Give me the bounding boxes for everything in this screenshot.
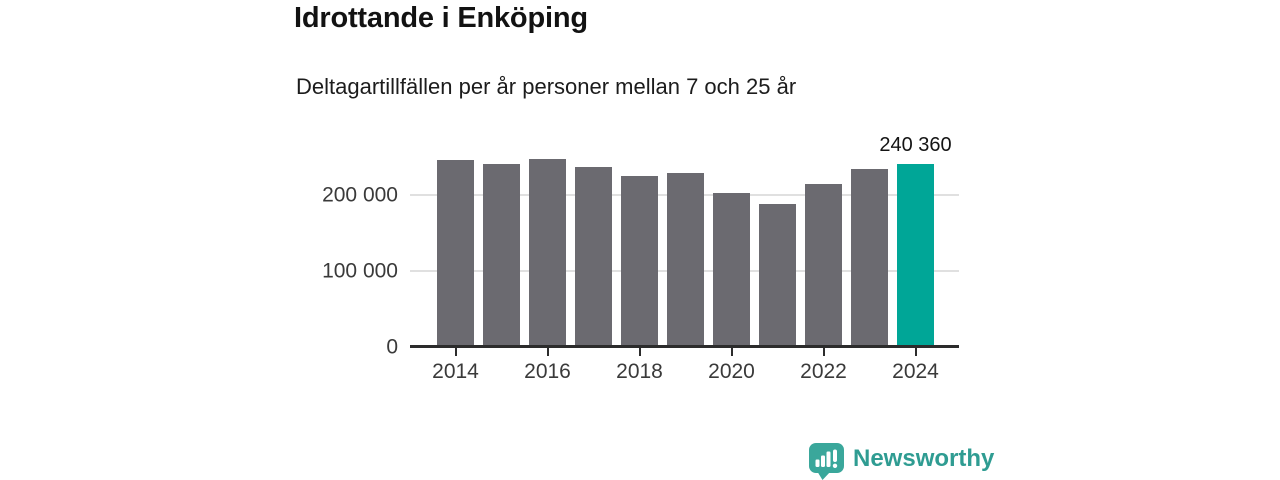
bar-2023: [851, 169, 888, 347]
bar-2018: [621, 176, 658, 347]
y-axis-label: 0: [386, 335, 398, 359]
bar-2020: [713, 193, 750, 347]
newsworthy-logo: Newsworthy: [808, 442, 994, 480]
bar-chart-speech-bubble-icon: [809, 443, 844, 480]
x-axis-tick-2022: [822, 348, 825, 356]
bar-2014: [437, 160, 474, 347]
x-axis-label: 2024: [892, 360, 939, 383]
chart-title: Idrottande i Enköping: [294, 2, 588, 34]
bar-2016: [529, 158, 566, 347]
newsworthy-wordmark: Newsworthy: [853, 445, 995, 472]
x-axis-line: [410, 345, 959, 348]
x-axis-tick-2020: [730, 348, 733, 356]
x-axis-label: 2022: [800, 360, 847, 383]
bar-2024: [897, 164, 934, 347]
x-axis-label: 2014: [432, 360, 479, 383]
bar-2022: [805, 183, 842, 347]
chart-subtitle: Deltagartillfällen per år personer mella…: [296, 74, 797, 99]
bar-2017: [575, 166, 612, 347]
x-axis-tick-2016: [546, 348, 549, 356]
x-axis-label: 2018: [616, 360, 663, 383]
bar-2015: [483, 164, 520, 347]
bar-2021: [759, 204, 796, 347]
y-axis-label: 100 000: [322, 259, 398, 283]
y-axis-label: 200 000: [322, 183, 398, 207]
x-axis-label: 2020: [708, 360, 755, 383]
x-axis-tick-2024: [914, 348, 917, 356]
value-annotation: 240 360: [879, 134, 952, 156]
x-axis-tick-2014: [454, 348, 457, 356]
x-axis-label: 2016: [524, 360, 571, 383]
bar-2019: [667, 173, 704, 347]
x-axis-tick-2018: [638, 348, 641, 356]
